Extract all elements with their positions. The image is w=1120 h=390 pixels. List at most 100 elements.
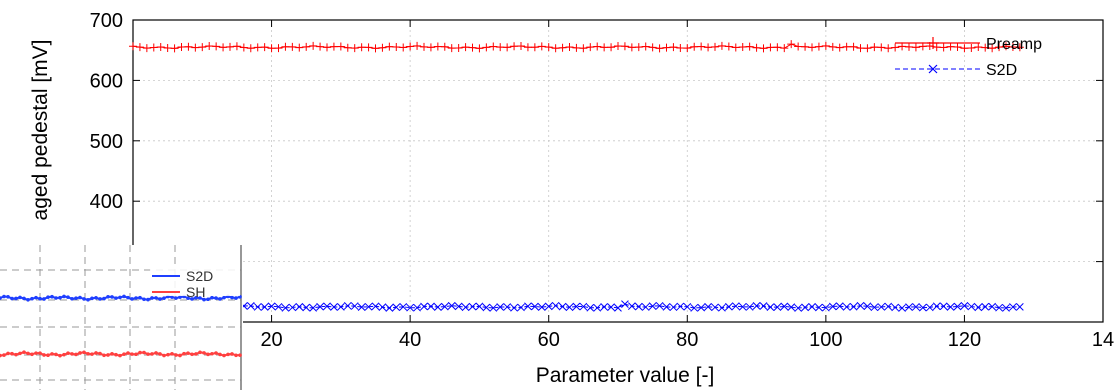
s2d-point: [468, 302, 477, 311]
s2d-point: [551, 301, 560, 310]
inset-s2d-point: [118, 295, 122, 300]
s2d-point: [281, 304, 290, 312]
preamp-point: [426, 43, 435, 52]
preamp-point: [995, 43, 1004, 52]
preamp-point: [752, 43, 761, 52]
inset-sh-point: [142, 350, 146, 355]
preamp-point: [967, 44, 976, 53]
inset-sh-point: [106, 353, 110, 357]
s2d-point: [572, 302, 581, 311]
inset-s2d-point: [186, 296, 190, 300]
s2d-point: [898, 304, 906, 312]
s2d-point: [260, 303, 269, 311]
x-tick-label: 120: [948, 329, 981, 351]
y-axis-title: aged pedestal [mV]: [29, 40, 52, 221]
x-tick-label: 14: [1092, 329, 1114, 351]
s2d-point: [406, 303, 414, 312]
preamp-point: [544, 43, 553, 52]
preamp-point: [461, 43, 470, 52]
inset-s2d-point: [150, 296, 154, 300]
inset-s2d-point: [82, 297, 86, 301]
preamp-point: [870, 43, 879, 52]
s2d-point: [884, 302, 893, 311]
y-tick-label: 400: [90, 191, 123, 213]
inset-s2d-point: [26, 297, 30, 302]
preamp-point: [399, 43, 408, 52]
inset-sh-point: [190, 352, 194, 357]
inset-s2d-point: [34, 295, 38, 300]
s2d-point: [288, 303, 297, 312]
inset-s2d-point: [62, 294, 66, 299]
s2d-point: [427, 302, 435, 311]
preamp-point: [988, 44, 997, 53]
preamp-point: [503, 43, 512, 52]
x-tick-label: 40: [399, 329, 421, 351]
s2d-point: [877, 303, 886, 311]
inset-s2d-point: [222, 295, 226, 300]
inset-sh-point: [178, 353, 182, 358]
inset-s2d-point: [102, 296, 106, 301]
preamp-point: [724, 42, 733, 51]
s2d-point: [378, 303, 387, 312]
inset-s2d-point: [214, 296, 218, 300]
preamp-point: [440, 42, 449, 51]
inset-s2d-point: [146, 297, 150, 302]
preamp-point: [731, 43, 740, 52]
s2d-point: [808, 302, 816, 311]
s2d-point: [1002, 304, 1010, 312]
preamp-point: [239, 43, 248, 52]
preamp-point: [738, 42, 747, 51]
preamp-point: [392, 42, 401, 51]
preamp-point: [198, 43, 207, 52]
s2d-point: [988, 302, 996, 311]
preamp-point: [135, 43, 144, 52]
s2d-point: [309, 304, 317, 312]
s2d-point: [510, 303, 518, 312]
s2d-point: [392, 303, 401, 312]
s2d-point: [690, 304, 699, 312]
s2d-point: [946, 303, 955, 311]
inset-s2d-point: [194, 296, 198, 300]
preamp-point: [323, 43, 331, 52]
s2d-point: [600, 303, 608, 311]
s2d-point: [711, 303, 719, 312]
preamp-point: [288, 42, 297, 51]
s2d-point: [246, 302, 255, 310]
inset-sh-point: [198, 350, 202, 355]
preamp-point: [745, 42, 754, 51]
inset-sh-point: [174, 353, 178, 357]
s2d-point: [925, 303, 934, 312]
preamp-point: [780, 44, 789, 53]
preamp-point: [468, 43, 477, 52]
s2d-point: [828, 302, 837, 311]
s2d-point: [648, 302, 657, 310]
s2d-point: [919, 303, 927, 312]
inset-sh-point: [130, 352, 134, 356]
legend-marker-preamp: [927, 37, 939, 49]
s2d-point: [461, 303, 470, 312]
preamp-point: [877, 43, 886, 52]
preamp-point: [219, 43, 228, 52]
inset-s2d-point: [138, 295, 142, 300]
inset-sh-point: [62, 352, 66, 357]
inset-sh-point: [138, 350, 142, 355]
preamp-point: [454, 44, 463, 53]
preamp-point: [766, 43, 775, 52]
x-tick-label: 20: [260, 329, 282, 351]
inset-sh-point: [38, 351, 42, 355]
s2d-point: [974, 303, 983, 312]
inset-sh-point: [222, 353, 226, 358]
s2d-point: [607, 303, 615, 311]
y-tick-label: 600: [90, 70, 123, 92]
preamp-point: [267, 44, 276, 53]
s2d-point: [849, 302, 858, 311]
s2d-point: [1009, 303, 1017, 311]
preamp-point: [551, 44, 560, 53]
preamp-point: [704, 43, 713, 52]
inset-sh-point: [30, 352, 34, 357]
inset-s2d-point: [134, 296, 138, 300]
preamp-point: [177, 43, 186, 52]
inset-legend-label-s2d: S2D: [186, 268, 213, 284]
inset-sh-point: [110, 352, 114, 356]
inset-s2d-point: [14, 296, 18, 301]
